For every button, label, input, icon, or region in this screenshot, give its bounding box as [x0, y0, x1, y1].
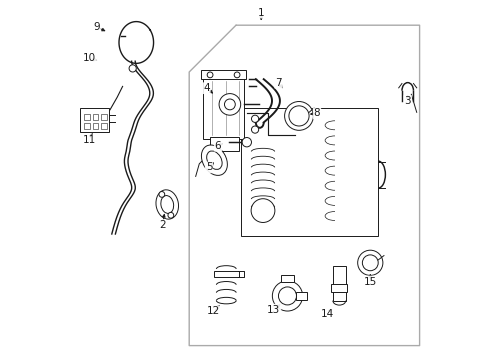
Text: 2: 2 [159, 220, 166, 230]
Circle shape [363, 255, 378, 271]
Text: 11: 11 [83, 135, 96, 145]
Circle shape [168, 212, 174, 218]
Circle shape [207, 72, 213, 78]
Text: 4: 4 [203, 83, 210, 93]
Bar [331, 284, 347, 292]
Bar [101, 123, 107, 129]
Circle shape [251, 126, 259, 133]
Ellipse shape [201, 145, 227, 175]
Circle shape [242, 138, 251, 147]
Ellipse shape [156, 190, 178, 219]
Ellipse shape [207, 151, 222, 170]
Bar [93, 114, 98, 120]
Bar [84, 114, 90, 120]
FancyBboxPatch shape [210, 137, 239, 151]
Circle shape [159, 192, 165, 197]
Bar [101, 114, 107, 120]
Circle shape [358, 250, 383, 275]
FancyBboxPatch shape [80, 108, 109, 132]
Bar [84, 123, 90, 129]
Text: 14: 14 [320, 309, 334, 319]
Text: 5: 5 [206, 162, 212, 172]
Bar [281, 275, 294, 282]
Circle shape [129, 65, 136, 72]
Bar [242, 108, 378, 236]
Bar [296, 292, 307, 300]
Circle shape [224, 99, 235, 110]
Text: 7: 7 [275, 78, 282, 88]
Circle shape [285, 102, 314, 130]
Circle shape [219, 94, 241, 115]
Text: 6: 6 [215, 141, 221, 151]
Text: 1: 1 [258, 8, 265, 18]
Circle shape [251, 115, 259, 122]
Text: 9: 9 [94, 22, 100, 32]
Circle shape [272, 281, 303, 311]
Text: 8: 8 [314, 108, 320, 118]
Text: 12: 12 [207, 306, 220, 316]
Ellipse shape [161, 195, 173, 213]
Circle shape [289, 106, 309, 126]
Text: 15: 15 [364, 276, 377, 287]
Text: 3: 3 [404, 96, 411, 106]
Circle shape [251, 199, 275, 222]
Circle shape [234, 72, 240, 78]
Text: 10: 10 [83, 53, 96, 63]
Bar [201, 70, 246, 79]
Text: 13: 13 [267, 305, 280, 315]
Bar [93, 123, 98, 129]
FancyBboxPatch shape [203, 76, 245, 139]
Circle shape [278, 287, 296, 305]
Bar [214, 271, 239, 277]
Bar [333, 266, 346, 301]
